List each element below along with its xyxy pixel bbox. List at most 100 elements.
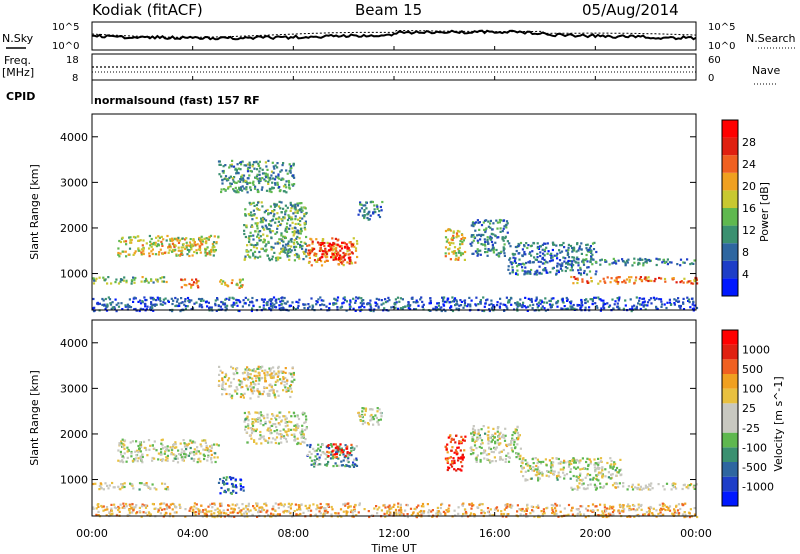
power-region-2 <box>92 276 168 285</box>
power-colorbar: 4 8 12 16 20 24 28 <box>721 119 756 297</box>
power-region-10 <box>469 218 509 258</box>
power-region-13 <box>570 257 696 267</box>
velocity-region-3 <box>243 411 308 446</box>
velocity-swatch-5 <box>722 418 738 433</box>
power-panel: 1000 2000 3000 4000 Slant Range [km] <box>28 113 699 313</box>
power-region-0 <box>117 234 220 258</box>
power-region-4 <box>219 278 244 289</box>
velocity-cbar-tick-6: -500 <box>742 461 767 474</box>
power-cbar-tick-2: 12 <box>742 224 756 237</box>
velocity-region-6 <box>357 407 383 426</box>
freq-label-1: Freq. <box>4 54 31 67</box>
velocity-region-5 <box>326 443 353 459</box>
velocity-ytick-0: 1000 <box>60 474 88 487</box>
power-swatch-7 <box>722 155 738 173</box>
velocity-swatch-1 <box>722 476 738 492</box>
velocity-region-1 <box>92 481 170 491</box>
cpid-label: CPID <box>6 90 35 103</box>
power-cbar-tick-3: 16 <box>742 202 756 215</box>
nave-label: Nave <box>752 64 780 77</box>
power-cbar-tick-4: 20 <box>742 180 756 193</box>
freq-left-tick-bottom: 8 <box>72 73 78 84</box>
date-title: 05/Aug/2014 <box>582 1 679 19</box>
power-region-14 <box>217 159 296 194</box>
freq-left-tick-top: 18 <box>66 55 79 66</box>
velocity-cbar-tick-1: 500 <box>742 363 763 376</box>
velocity-cbar-tick-7: -1000 <box>742 480 774 493</box>
velocity-swatch-7 <box>722 388 738 404</box>
noise-left-tick-bottom: 10^0 <box>52 41 79 52</box>
velocity-region-7 <box>444 434 467 472</box>
velocity-region-10 <box>570 481 698 491</box>
power-ytick-2: 3000 <box>60 176 88 189</box>
velocity-region-12 <box>92 502 699 519</box>
power-swatch-9 <box>722 120 738 138</box>
power-ytick-0: 1000 <box>60 268 88 281</box>
freq-label-2: [MHz] <box>2 66 34 79</box>
power-cbar-tick-5: 24 <box>742 158 756 171</box>
noise-strip-panel: N.Sky 10^5 10^0 N.Search 10^5 10^0 <box>2 21 796 52</box>
power-swatch-1 <box>722 260 738 279</box>
x-tick-3: 12:00 <box>378 527 410 540</box>
power-cbar-tick-1: 8 <box>742 246 749 259</box>
power-region-6 <box>306 237 359 267</box>
nave-tick-top: 60 <box>708 55 721 66</box>
power-ytick-3: 4000 <box>60 131 88 144</box>
power-swatch-3 <box>722 225 738 244</box>
velocity-panel: 1000 2000 3000 4000 Slant Range [km] <box>28 319 699 519</box>
cpid-text: normalsound (fast) 157 RF <box>94 94 260 107</box>
x-tick-0: 00:00 <box>76 527 108 540</box>
nave-tick-bottom: 0 <box>708 73 714 84</box>
power-swatch-0 <box>722 278 738 296</box>
velocity-cbar-tick-2: 100 <box>742 383 763 396</box>
power-colorbar-label: Power [dB] <box>758 182 771 242</box>
cpid-panel: CPID normalsound (fast) 157 RF <box>6 80 260 107</box>
noise-right-label: N.Search <box>746 32 796 45</box>
x-tick-4: 16:00 <box>479 527 511 540</box>
x-tick-1: 04:00 <box>177 527 209 540</box>
power-swatch-5 <box>722 190 738 208</box>
velocity-swatch-2 <box>722 462 738 477</box>
power-region-9 <box>444 228 467 261</box>
x-tick-6: 00:00 <box>680 527 712 540</box>
power-region-7 <box>318 241 353 262</box>
noise-right-tick-bottom: 10^0 <box>708 41 735 52</box>
velocity-ylabel: Slant Range [km] <box>28 370 41 466</box>
velocity-region-11 <box>217 365 296 400</box>
noise-left-tick-top: 10^5 <box>52 22 79 33</box>
x-tick-5: 20:00 <box>579 527 611 540</box>
velocity-ytick-2: 3000 <box>60 382 88 395</box>
power-region-8 <box>357 200 384 221</box>
velocity-swatch-4 <box>722 432 738 448</box>
velocity-swatch-3 <box>722 447 738 462</box>
x-axis-label: Time UT <box>370 542 416 554</box>
power-ylabel: Slant Range [km] <box>28 164 41 260</box>
velocity-region-4 <box>306 443 359 468</box>
noise-left-label: N.Sky <box>2 32 34 45</box>
velocity-swatch-6 <box>722 403 738 418</box>
velocity-region-9 <box>520 457 623 482</box>
velocity-region-2 <box>217 476 245 495</box>
power-swatch-8 <box>722 137 738 156</box>
velocity-region-8 <box>469 425 522 464</box>
velocity-swatch-11 <box>722 330 738 345</box>
velocity-swatch-10 <box>722 344 738 360</box>
power-region-12 <box>570 275 699 285</box>
power-region-1 <box>168 237 208 249</box>
power-cbar-tick-6: 28 <box>742 136 756 149</box>
power-swatch-6 <box>722 172 738 191</box>
velocity-swatch-9 <box>722 359 738 374</box>
velocity-swatch-8 <box>722 374 738 389</box>
velocity-cbar-tick-0: 1000 <box>742 344 770 357</box>
velocity-colorbar-label: Velocity [m s^-1] <box>772 376 785 471</box>
power-region-11 <box>507 241 598 276</box>
power-region-5 <box>243 200 308 262</box>
velocity-cbar-tick-4: -25 <box>742 422 760 435</box>
power-ytick-1: 2000 <box>60 222 88 235</box>
velocity-cbar-tick-3: 25 <box>742 402 756 415</box>
velocity-cbar-tick-5: -100 <box>742 441 767 454</box>
beam-title: Beam 15 <box>355 1 422 19</box>
velocity-region-0 <box>117 438 220 464</box>
noise-right-tick-top: 10^5 <box>708 22 735 33</box>
